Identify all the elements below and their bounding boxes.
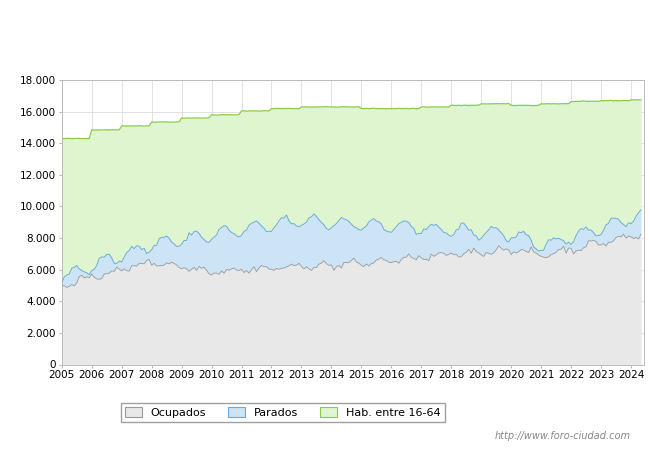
Text: http://www.foro-ciudad.com: http://www.foro-ciudad.com [495, 431, 630, 441]
Text: Tomares - Evolucion de la poblacion en edad de Trabajar Mayo de 2024: Tomares - Evolucion de la poblacion en e… [87, 13, 563, 26]
Legend: Ocupados, Parados, Hab. entre 16-64: Ocupados, Parados, Hab. entre 16-64 [121, 403, 445, 423]
